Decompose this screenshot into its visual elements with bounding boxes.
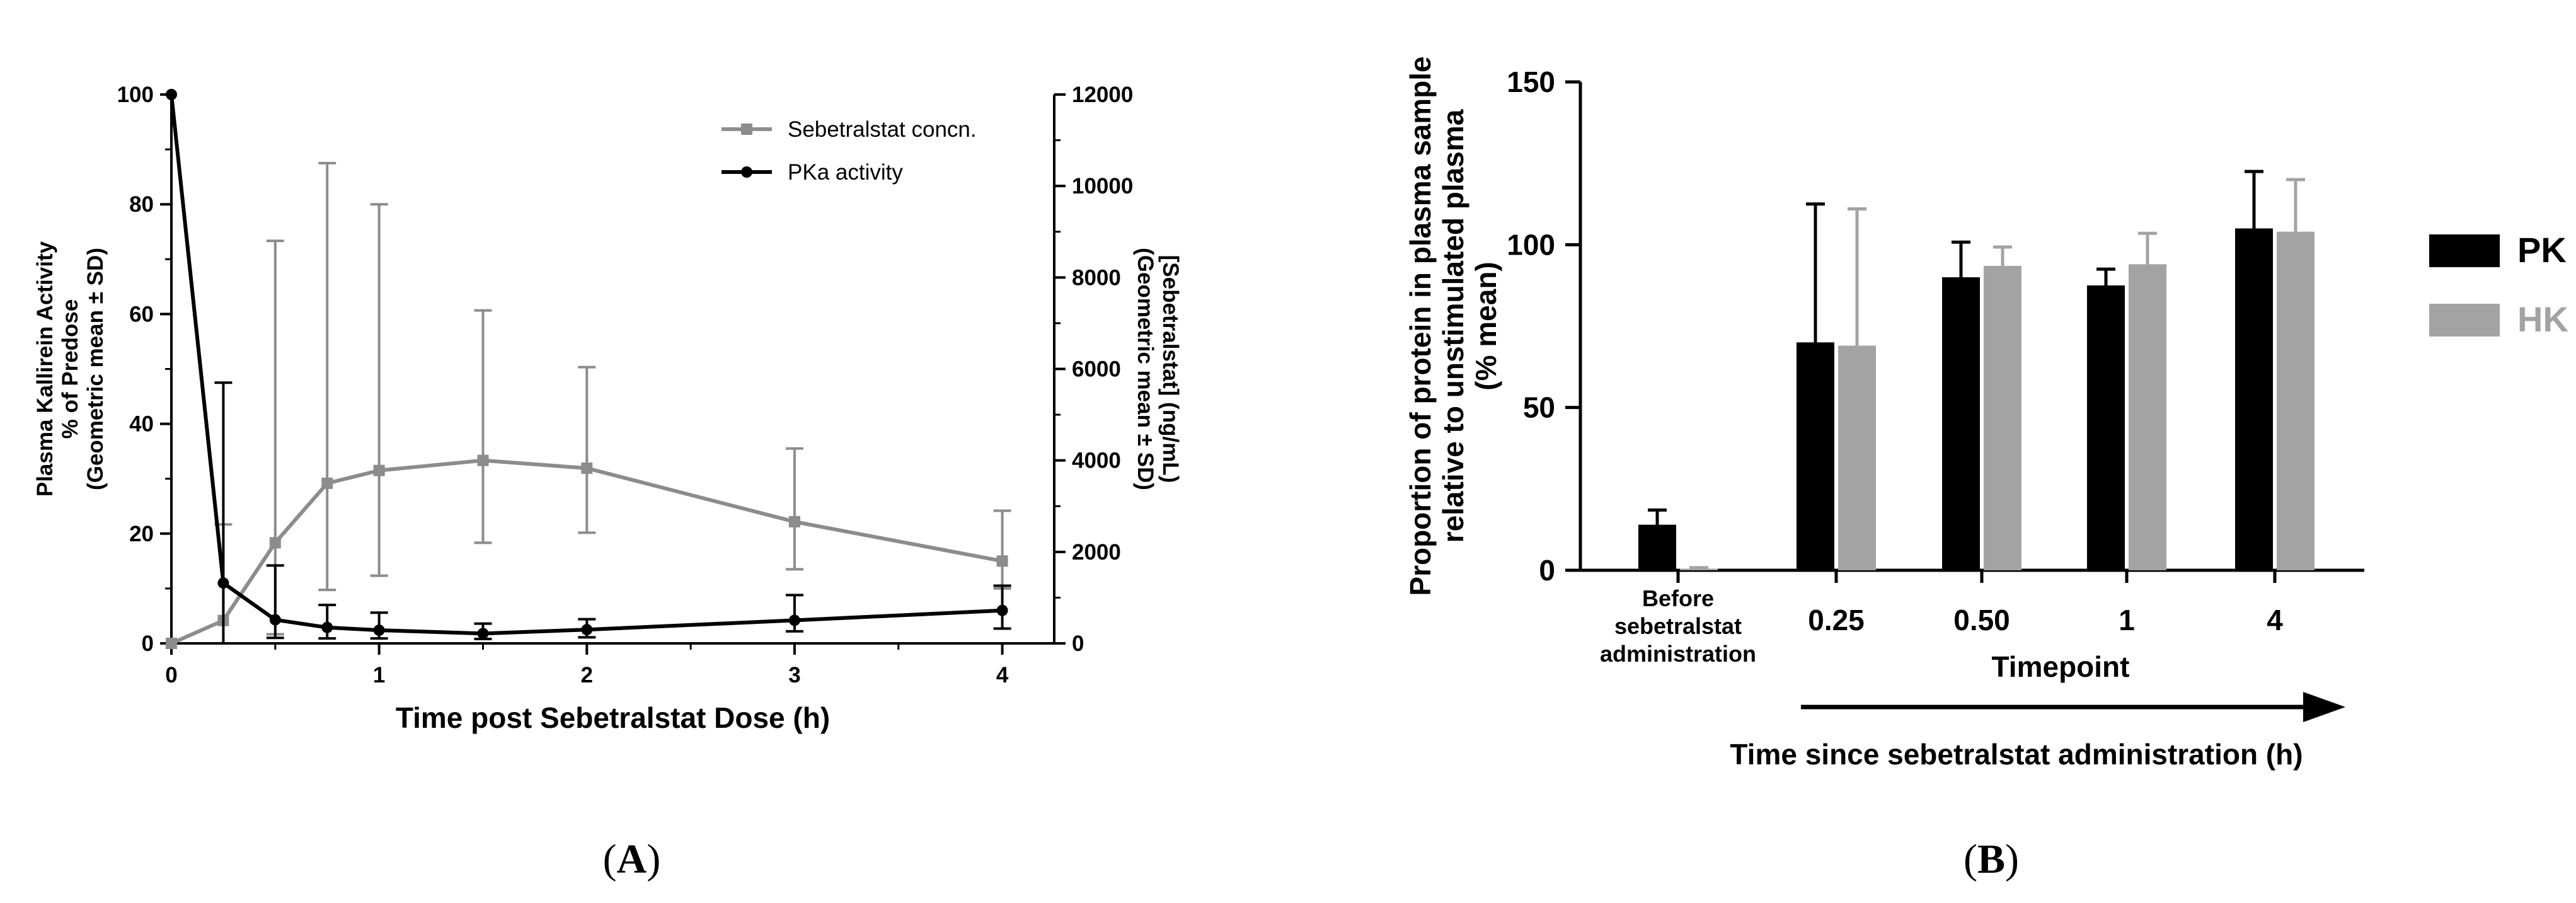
panel-label-b: (B) [1964,836,2019,882]
y-left-axis-title-line: % of Predose [58,299,83,439]
x-tick-label: 1 [373,663,385,687]
bar [1838,345,1876,570]
y-left-tick-label: 40 [129,412,154,437]
data-point [166,638,177,649]
panel-label-part: ) [2005,836,2019,882]
series-pka [166,89,1011,645]
x-axis-title: Time post Sebetralstat Dose (h) [396,701,830,734]
panel-label-a: (A) [603,836,661,882]
category-label: 4 [2267,604,2283,636]
series-sebetralstat [166,161,1011,649]
y-right-tick-label: 2000 [1072,540,1121,565]
bar [1942,277,1980,570]
y-right-tick-label: 4000 [1072,449,1121,473]
category-label: sebetralstat [1614,613,1742,639]
y-tick-label: 100 [1507,228,1555,261]
bar [2087,285,2125,570]
x-axis-title: Timepoint [1992,650,2130,683]
data-point [788,614,800,626]
y-axis-title-line: relative to unstimulated plasma [1437,109,1469,543]
legend: PK HK [2429,230,2568,339]
category-label: administration [1600,641,1756,667]
category-label: 0.50 [1953,604,2010,636]
y-left-tick-label: 100 [117,83,154,107]
data-point [373,624,385,636]
y-tick-label: 150 [1507,66,1555,98]
legend: Sebetralstat concn. PKa activity [722,117,977,185]
data-point [269,537,281,549]
bar [2235,228,2273,570]
series-hk [1680,178,2314,571]
category-label: 1 [2119,604,2135,636]
y-tick-label: 0 [1539,554,1555,587]
x-tick-label: 0 [165,663,177,687]
bar [2129,264,2166,570]
panel-label-part: ( [1964,836,1977,882]
data-point [996,555,1008,567]
y-left-tick-label: 0 [142,631,154,656]
panel-a: 0 20 40 60 80 100 0 2000 4000 6000 8000 10000 12000 0… [33,83,1183,882]
y-axis-title: Proportion of protein in plasma sample re… [1404,56,1502,595]
y-right-axis-title-line: [Sebetralstat] (ng/mL) [1158,255,1183,483]
x-tick-label: 4 [996,663,1009,687]
y-right-tick-label: 0 [1072,631,1084,656]
y-axis-title-line: Proportion of protein in plasma sample [1404,56,1437,595]
data-point [166,89,177,100]
legend-label: PK [2517,230,2567,270]
series-pk [1638,170,2273,570]
data-point [581,624,593,636]
legend-label: PKa activity [788,160,903,185]
y-left-axis-title: Plasma Kallirein Activity% of Predose (Ge… [33,241,108,497]
bar [1638,524,1676,570]
y-left-tick-label: 80 [129,192,154,217]
legend-swatch [2429,234,2500,267]
y-right-tick-label: 8000 [1072,265,1121,290]
panel-b: 0 50 100 150 Beforesebetralstatadministratio… [1404,56,2568,882]
data-point [321,621,333,633]
panel-label-part: A [617,836,647,882]
legend-marker [741,124,752,135]
y-axis-title-line: (% mean) [1469,262,1502,390]
data-point [217,577,229,589]
data-point [373,464,385,476]
legend-label: HK [2517,299,2568,339]
y-left-axis-title-line: Plasma Kallirein Activity [33,241,57,497]
y-left-axis-title-line: (Geometric mean ± SD) [83,248,108,490]
data-point [996,604,1008,616]
bar [2277,231,2314,571]
bar [1984,265,2021,570]
y-left-tick-label: 60 [129,302,154,326]
panel-label-part: ) [647,836,660,882]
y-tick-label: 50 [1523,391,1555,424]
y-right-axis-title-line: (Geometric mean ± SD) [1133,248,1158,490]
arrow-label: Time since sebetralstat administration (… [1730,738,2303,771]
y-left-tick-label: 20 [129,522,154,546]
y-right-axis-title: [Sebetralstat] (ng/mL)(Geometric mean ± … [1133,248,1183,490]
data-point [321,477,333,489]
category-label: 0.25 [1808,604,1865,636]
y-right-tick-label: 12000 [1072,83,1133,107]
legend-marker [741,166,752,178]
panel-label-part: B [1977,836,2005,882]
data-point [581,463,593,475]
legend-label: Sebetralstat concn. [788,117,977,142]
data-point [477,628,489,640]
category-label: Before [1642,585,1714,611]
bar [1797,342,1834,570]
legend-swatch [2429,304,2500,336]
time-arrow-head [2303,692,2345,722]
x-tick-label: 2 [581,663,593,687]
data-point [269,614,281,626]
panel-label-part: ( [603,836,617,882]
x-tick-label: 3 [788,663,800,687]
bar [1680,568,1718,570]
y-right-tick-label: 10000 [1072,174,1133,198]
y-right-tick-label: 6000 [1072,357,1121,382]
data-point [788,515,800,527]
data-point [477,454,489,466]
